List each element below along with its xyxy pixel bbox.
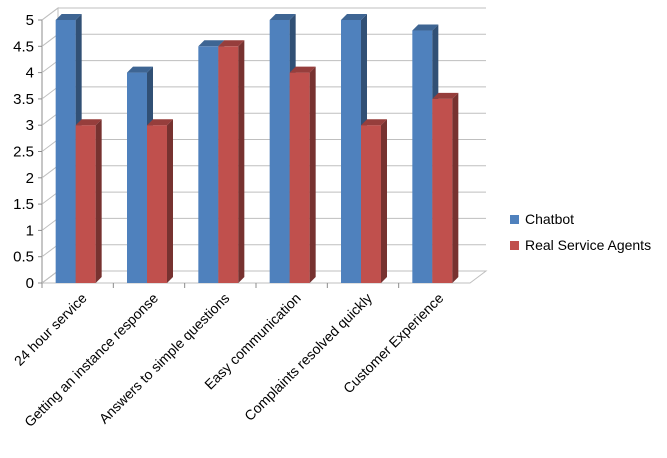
bar-front (269, 20, 290, 283)
x-tick-label: Complaints resolved quickly (241, 290, 375, 424)
bar-side (238, 40, 245, 283)
bar-front (127, 72, 147, 283)
bar-top (198, 40, 225, 47)
bar-real-service-agents (218, 40, 245, 283)
bars (41, 14, 459, 288)
gridline (41, 7, 486, 21)
y-tick-label: 2.5 (13, 144, 34, 161)
bar-real-service-agents (361, 119, 387, 283)
y-tick-label: 1.5 (13, 196, 34, 213)
x-tick-label: Answers to simple questions (96, 290, 233, 427)
bar-top (269, 14, 296, 20)
bar-real-service-agents (432, 92, 459, 284)
x-tick-label: 24 hour service (11, 290, 90, 369)
bar-top (412, 24, 439, 31)
bar-side (95, 119, 102, 283)
bar-top (432, 92, 459, 99)
y-tick-label: 0.5 (13, 249, 34, 266)
y-tick-label: 3 (26, 117, 34, 134)
bar-real-service-agents (147, 119, 173, 283)
bar-side (381, 119, 387, 283)
y-tick-label: 1 (26, 222, 34, 239)
bar-top (55, 14, 82, 20)
legend-label-real-service-agents: Real Service Agents (525, 237, 652, 253)
y-tick-label: 2 (26, 170, 34, 187)
bar-top (361, 119, 387, 126)
bar-top (218, 40, 245, 47)
bar-side (309, 66, 316, 283)
bar-front (341, 20, 361, 283)
bar-front (147, 125, 167, 283)
y-tick-label: 4 (26, 65, 34, 82)
y-tick-label: 4.5 (13, 38, 34, 55)
bar-side (167, 119, 173, 283)
x-tick-label: Getting an instance response (21, 290, 161, 430)
bar-front (218, 46, 239, 283)
y-axis-ticks: 0 0.5 1 1.5 2 2.5 3 3.5 4 4.5 5 (13, 12, 34, 292)
bar-top (147, 119, 173, 126)
bar-front (75, 125, 96, 283)
bar-top (75, 119, 102, 126)
legend-item-real-service-agents: Real Service Agents (510, 232, 651, 258)
legend-swatch-chatbot (510, 214, 519, 224)
bar-top (289, 66, 316, 73)
legend-label-chatbot: Chatbot (525, 211, 575, 227)
bar-front (198, 46, 219, 283)
bar-front (412, 30, 433, 283)
legend-item-chatbot: Chatbot (510, 206, 651, 232)
bar-front (432, 98, 453, 284)
legend-swatch-real-service-agents (510, 240, 519, 250)
y-tick-label: 5 (26, 12, 34, 29)
bar-front (361, 125, 381, 283)
bar-front (289, 72, 310, 283)
y-tick-label: 0 (26, 275, 34, 292)
bar-top (127, 66, 153, 73)
bar-side (452, 92, 459, 284)
bar-top (341, 14, 367, 20)
legend: Chatbot Real Service Agents (510, 206, 651, 258)
y-tick-label: 3.5 (13, 91, 34, 108)
bar-real-service-agents (75, 119, 102, 283)
bar-real-service-agents (289, 66, 316, 283)
bar-front (55, 20, 76, 283)
